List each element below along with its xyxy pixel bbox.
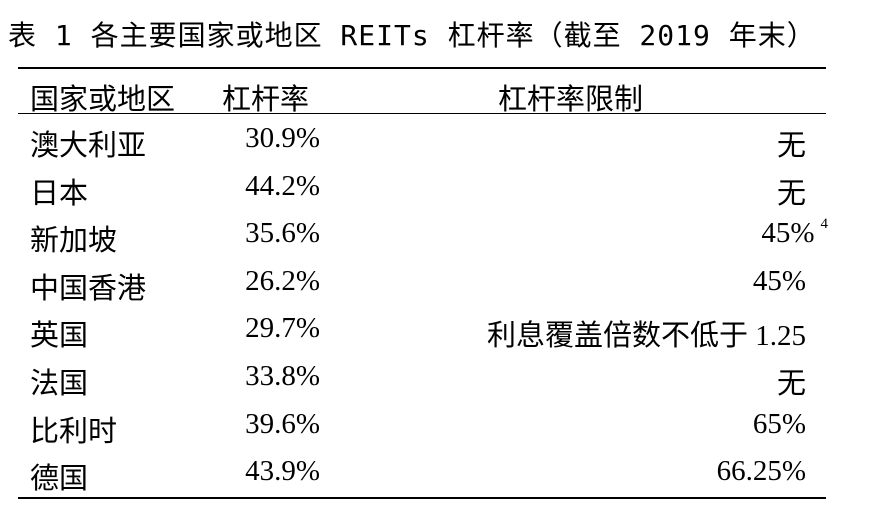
- table-row: 中国香港 26.2% 45%: [0, 259, 886, 305]
- cell-region: 澳大利亚: [30, 130, 147, 162]
- bottom-rule: [18, 497, 826, 499]
- table-title: 表 1 各主要国家或地区 REITs 杠杆率（截至 2019 年末）: [8, 19, 816, 52]
- limit-text: 无: [776, 177, 806, 210]
- cell-leverage: 39.6%: [245, 407, 320, 440]
- cell-leverage: 30.9%: [245, 122, 320, 154]
- table-row: 澳大利亚 30.9% 无: [0, 116, 886, 162]
- table-row: 英国 29.7% 利息覆盖倍数不低于 1.25: [0, 306, 886, 352]
- table-row: 新加坡 35.6% 45% 4: [0, 211, 886, 258]
- limit-text: 无: [776, 130, 806, 162]
- cell-limit: 65%: [753, 408, 806, 441]
- limit-text: 利息覆盖倍数不低于 1.25: [486, 320, 806, 353]
- limit-text: 66.25%: [716, 455, 806, 488]
- top-rule: [18, 67, 826, 69]
- cell-limit: 无: [777, 122, 806, 164]
- cell-region: 法国: [30, 368, 89, 400]
- cell-region: 新加坡: [30, 225, 118, 258]
- cell-leverage: 26.2%: [245, 264, 320, 297]
- cell-limit: 无: [777, 360, 806, 402]
- cell-limit: 66.25%: [717, 455, 806, 488]
- table-header: 国家或地区 杠杆率 杠杆率限制: [0, 70, 886, 116]
- footnote-marker: 4: [820, 215, 829, 232]
- cell-leverage: 29.7%: [245, 312, 320, 345]
- cell-leverage: 33.8%: [245, 360, 320, 392]
- limit-text: 45%: [752, 264, 806, 297]
- table-row: 日本 44.2% 无: [0, 164, 886, 210]
- cell-limit: 无: [777, 170, 806, 212]
- limit-text: 45%: [761, 217, 815, 250]
- table-row: 比利时 39.6% 65%: [0, 402, 886, 448]
- cell-leverage: 35.6%: [245, 217, 320, 250]
- cell-region: 英国: [30, 320, 89, 353]
- cell-leverage: 43.9%: [245, 455, 320, 488]
- table-row: 法国 33.8% 无: [0, 354, 886, 400]
- header-rule: [18, 113, 826, 114]
- limit-text: 65%: [752, 407, 806, 440]
- cell-region: 德国: [30, 463, 89, 496]
- cell-leverage: 44.2%: [245, 169, 320, 202]
- cell-limit: 45% 4: [761, 215, 829, 250]
- header-leverage: 杠杆率: [222, 84, 310, 116]
- cell-limit: 利息覆盖倍数不低于 1.25: [487, 312, 806, 354]
- cell-limit: 45%: [753, 265, 806, 298]
- cell-region: 中国香港: [30, 272, 147, 305]
- header-region: 国家或地区: [30, 84, 176, 116]
- cell-region: 比利时: [30, 415, 118, 448]
- cell-region: 日本: [30, 177, 89, 210]
- table-row: 德国 43.9% 66.25%: [0, 449, 886, 495]
- limit-text: 无: [776, 368, 806, 400]
- header-limit: 杠杆率限制: [498, 84, 644, 116]
